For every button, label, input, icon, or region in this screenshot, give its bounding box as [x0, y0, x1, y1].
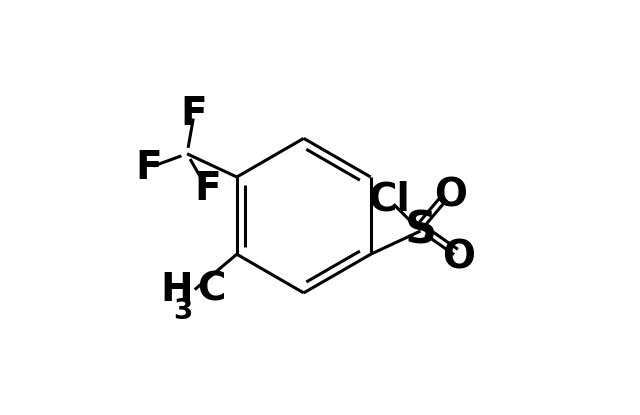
Text: F: F: [194, 170, 221, 208]
Text: 3: 3: [173, 297, 193, 325]
Text: S: S: [404, 210, 436, 253]
Text: F: F: [181, 95, 207, 133]
Text: C: C: [196, 271, 225, 309]
Text: H: H: [160, 271, 193, 309]
Text: O: O: [434, 176, 467, 214]
Text: Cl: Cl: [368, 181, 410, 218]
Text: O: O: [442, 239, 476, 277]
Text: F: F: [136, 149, 162, 187]
